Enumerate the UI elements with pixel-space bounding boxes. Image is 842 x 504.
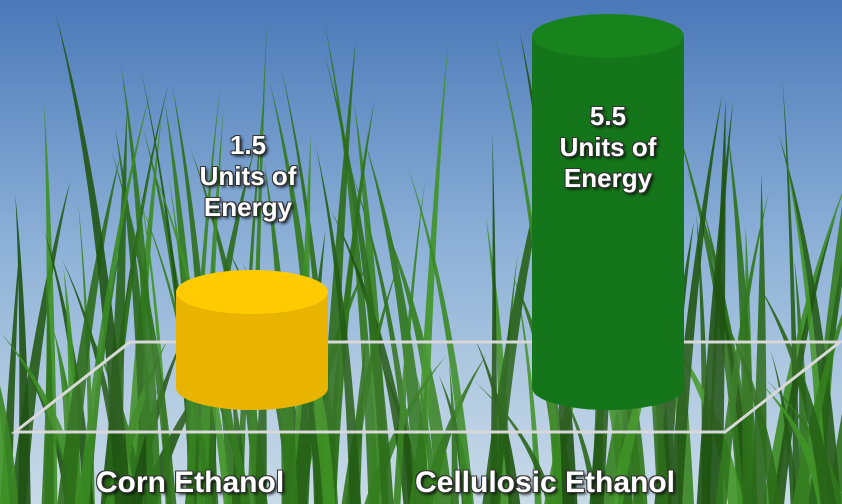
bar-top — [176, 270, 328, 314]
category-label: Corn Ethanol — [96, 466, 284, 500]
bar-top — [532, 14, 684, 58]
category-label: Cellulosic Ethanol — [415, 466, 675, 500]
bar — [532, 36, 684, 410]
chart-canvas — [0, 0, 842, 504]
chart: 1.5 Units of Energy Corn Ethanol 5.5 Units… — [0, 0, 842, 504]
floor — [15, 342, 840, 432]
value-label: 5.5 Units of Energy — [557, 101, 659, 194]
value-label: 1.5 Units of Energy — [197, 130, 299, 223]
